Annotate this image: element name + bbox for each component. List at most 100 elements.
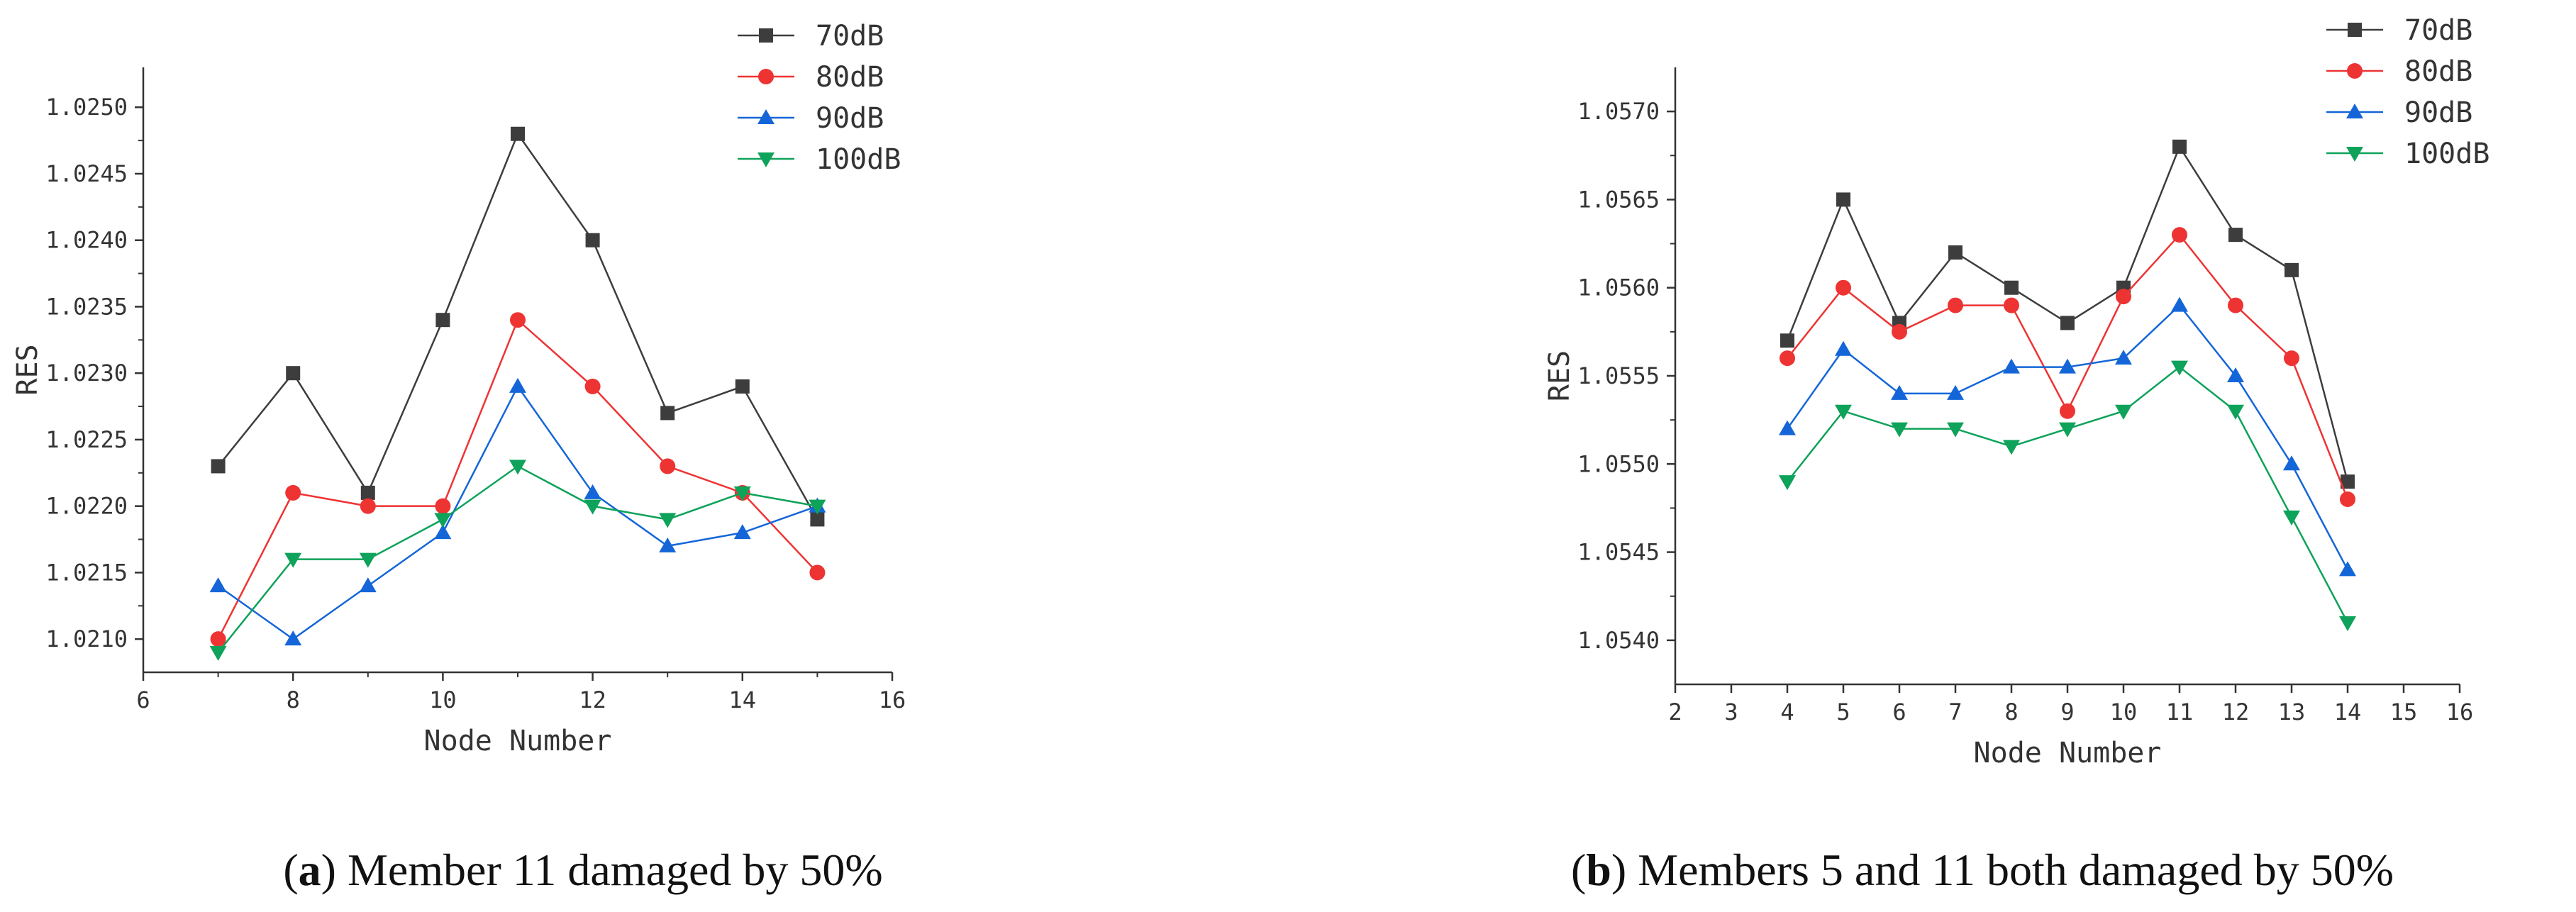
x-tick-label: 9 <box>2060 699 2074 725</box>
y-tick-label: 1.0245 <box>45 160 128 187</box>
data-point-90dB <box>2171 296 2188 312</box>
legend-label-80dB: 80dB <box>816 61 884 94</box>
data-point-90dB <box>359 577 377 593</box>
x-axis-title: Node Number <box>1974 737 2162 769</box>
data-point-90dB <box>584 484 601 499</box>
series-line-90dB <box>1786 304 2349 571</box>
data-point-80dB <box>510 312 526 328</box>
chart-panel-a: 6 8 10 12 14 16 1.0210 1.0215 1.0220 1.0225 1.0230… <box>11 20 906 895</box>
x-tick-label: 6 <box>1892 699 1906 725</box>
data-point-90dB <box>1835 340 1852 356</box>
y-axis-title: RES <box>11 344 44 395</box>
legend-label-100dB: 100dB <box>816 143 901 176</box>
chart-panel-b: 2 3 4 5 6 7 8 9 10 11 12 13 14 15 16 1.0540 1.0545 1.0550… <box>1543 14 2489 895</box>
data-point-80dB <box>360 498 376 514</box>
x-tick-label: 15 <box>2390 699 2418 725</box>
data-point-90dB <box>434 524 452 540</box>
data-point-70dB <box>1780 333 1794 348</box>
caption-text: ) Member 11 damaged by 50% <box>321 845 883 895</box>
x-tick-label: 14 <box>729 686 757 713</box>
data-point-90dB <box>2283 455 2300 471</box>
data-point-70dB <box>2228 228 2243 243</box>
data-point-90dB <box>1891 384 1908 400</box>
x-tick-label: 12 <box>2222 699 2250 725</box>
x-tick-label: 5 <box>1836 699 1850 725</box>
x-tick-label: 10 <box>2110 699 2138 725</box>
legend-marker-90dB <box>2346 104 2363 118</box>
data-point-100dB <box>1835 404 1852 420</box>
caption-paren-open: ( <box>283 845 298 895</box>
data-point-100dB <box>2171 360 2188 376</box>
data-point-70dB <box>360 485 375 500</box>
data-point-80dB <box>2284 350 2299 367</box>
data-point-70dB <box>211 459 226 474</box>
data-point-80dB <box>2172 227 2187 243</box>
data-point-80dB <box>435 498 451 514</box>
data-point-100dB <box>2227 404 2244 420</box>
data-point-90dB <box>2003 358 2020 374</box>
x-tick-label: 14 <box>2334 699 2362 725</box>
data-point-70dB <box>2004 280 2019 295</box>
legend-marker-80dB <box>758 69 774 84</box>
x-tick-label: 2 <box>1668 699 1682 725</box>
data-point-70dB <box>735 379 750 394</box>
legend-marker-90dB <box>757 109 775 124</box>
data-point-80dB <box>210 631 226 647</box>
data-point-90dB <box>1947 384 1964 400</box>
series-line-80dB <box>217 318 818 640</box>
data-point-80dB <box>1892 323 1907 340</box>
legend-marker-100dB <box>2346 147 2363 162</box>
data-point-80dB <box>2116 289 2131 305</box>
figure-caption: (a) Member 11 damaged by 50% <box>283 845 882 895</box>
data-point-100dB <box>584 499 601 515</box>
caption-letter: a <box>299 845 321 895</box>
data-point-100dB <box>209 645 227 661</box>
y-tick-label: 1.0555 <box>1577 362 1660 389</box>
data-point-100dB <box>733 486 751 501</box>
data-point-90dB <box>659 537 677 552</box>
data-point-80dB <box>2060 403 2075 419</box>
x-tick-label: 4 <box>1780 699 1794 725</box>
legend-marker-80dB <box>2347 63 2363 79</box>
data-point-90dB <box>284 630 302 646</box>
y-tick-label: 1.0545 <box>1577 539 1660 566</box>
legend-label-70dB: 70dB <box>2404 14 2472 47</box>
data-point-80dB <box>2228 297 2243 313</box>
data-point-80dB <box>1836 279 1851 296</box>
data-point-70dB <box>660 406 675 421</box>
legend-label-100dB: 100dB <box>2404 138 2489 170</box>
data-point-100dB <box>809 499 826 515</box>
data-point-80dB <box>285 484 301 501</box>
data-point-70dB <box>286 366 301 381</box>
legend-label-80dB: 80dB <box>2404 55 2472 88</box>
data-point-90dB <box>509 377 526 393</box>
legend-label-90dB: 90dB <box>816 102 884 135</box>
x-tick-label: 3 <box>1724 699 1738 725</box>
x-tick-label: 12 <box>579 686 606 713</box>
data-point-100dB <box>509 460 526 475</box>
data-point-90dB <box>2227 367 2244 382</box>
x-tick-label: 8 <box>287 686 300 713</box>
data-point-100dB <box>1891 422 1908 438</box>
caption-text: ) Members 5 and 11 both damaged by 50% <box>1611 845 2394 895</box>
x-tick-label: 16 <box>2446 699 2474 725</box>
y-tick-label: 1.0540 <box>1577 627 1660 654</box>
data-point-70dB <box>1836 192 1850 207</box>
data-point-80dB <box>1780 350 1795 367</box>
data-point-80dB <box>584 378 601 394</box>
y-tick-label: 1.0215 <box>45 559 128 586</box>
y-tick-label: 1.0565 <box>1577 186 1660 213</box>
y-tick-label: 1.0560 <box>1577 274 1660 301</box>
data-point-100dB <box>1947 422 1964 438</box>
data-point-100dB <box>2115 404 2132 420</box>
x-tick-label: 16 <box>879 686 906 713</box>
data-point-80dB <box>2340 491 2355 507</box>
data-point-70dB <box>511 126 525 141</box>
x-tick-label: 8 <box>2004 699 2018 725</box>
data-point-80dB <box>660 458 676 474</box>
x-tick-label: 6 <box>136 686 150 713</box>
data-point-70dB <box>810 512 825 527</box>
y-axis-title: RES <box>1543 350 1576 401</box>
data-point-100dB <box>2283 510 2300 525</box>
